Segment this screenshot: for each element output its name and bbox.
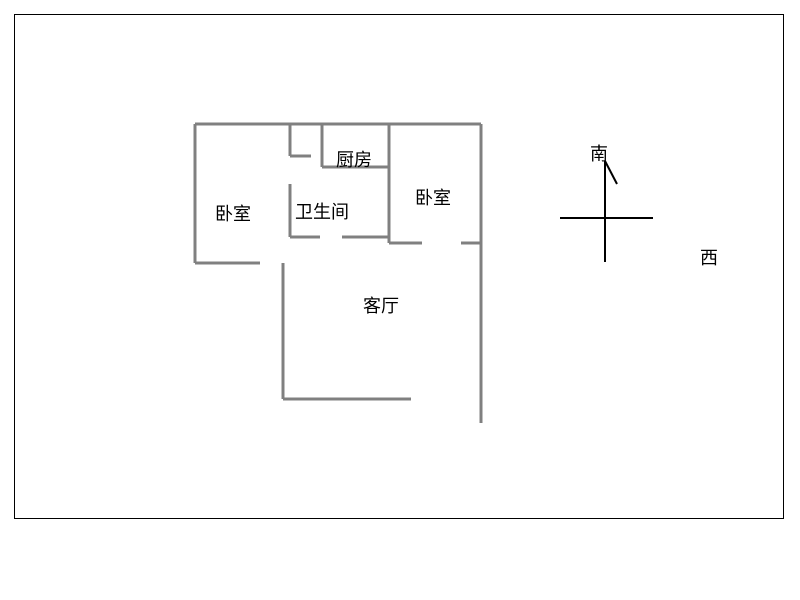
label-bedroom-left: 卧室 [215,200,251,226]
label-kitchen: 厨房 [336,146,372,172]
label-bedroom-right: 卧室 [415,184,451,210]
label-bathroom: 卫生间 [295,198,349,224]
label-living-room: 客厅 [363,292,399,318]
compass-group [560,161,653,262]
label-south: 南 [590,140,608,166]
floorplan-svg [0,0,800,600]
label-west: 西 [700,244,718,270]
